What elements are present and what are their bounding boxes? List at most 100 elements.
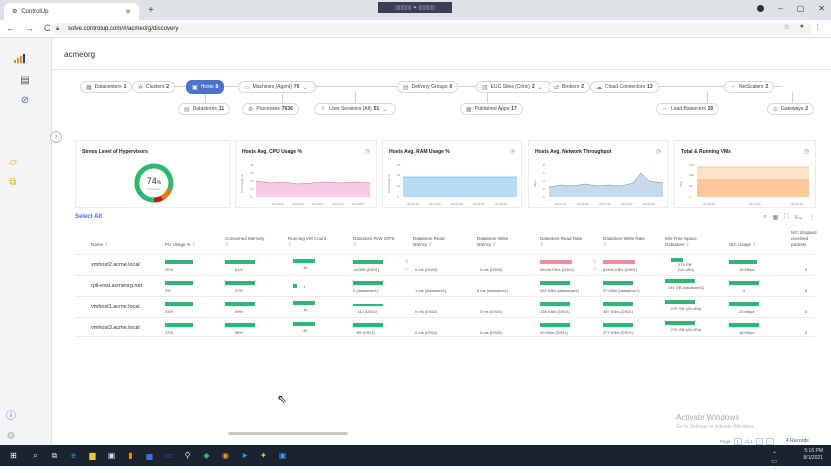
col-header-cpu[interactable]: PU Usage % ⊽ xyxy=(165,242,196,247)
grid-icon[interactable]: ▦ xyxy=(772,215,779,221)
chart-taskbar-icon[interactable]: ◆ xyxy=(203,451,210,460)
gateway-icon: ⊙ xyxy=(773,106,779,113)
forward-icon[interactable]: → xyxy=(25,23,34,33)
clock-icon[interactable]: ◷ xyxy=(509,149,515,155)
table-row[interactable]: rpil-esxi.acmeorg.net 3% 27% 1 5 (datast… xyxy=(75,275,815,295)
close-window-icon[interactable]: ✕ xyxy=(818,4,825,13)
table-row[interactable]: vmhost1.acme.local 24% 59% 16 142 (DS01)… xyxy=(75,296,815,316)
back-icon[interactable]: ← xyxy=(6,23,15,33)
screen-alert-icon[interactable]: ⧉ xyxy=(9,177,17,188)
dashboard-icon[interactable]: ▤ xyxy=(20,75,30,86)
more-icon[interactable]: ⋮ xyxy=(809,215,815,221)
filter-icon: ⊽ xyxy=(104,242,108,247)
url-input[interactable]: 🔒︎ solve.controlup.com/#/acmeorg/discove… xyxy=(52,23,812,35)
arrow-taskbar-icon[interactable]: ➤ xyxy=(241,451,248,460)
help-icon[interactable]: ⓘ xyxy=(6,411,16,422)
org-header: acmeorg xyxy=(52,38,831,70)
task-view-icon[interactable]: ⧉ xyxy=(51,451,58,460)
remote-session-bar[interactable]: ▯▯▯▯▯▯ ✦ ▯▯▯▯▯▯ xyxy=(378,2,452,13)
widget-stress-level[interactable]: Stress Level of Hypervisors 74% No stres… xyxy=(75,140,230,208)
clock-icon[interactable]: ◷ xyxy=(803,149,809,155)
svg-text:20:16:27: 20:16:27 xyxy=(312,202,324,206)
close-tab-icon[interactable]: ✕ xyxy=(125,8,131,16)
widget-cpu-usage[interactable]: Hosts Avg. CPU Usage % ◷ 40 30 20 10 0 2… xyxy=(235,140,377,208)
col-header-nic-usage[interactable]: NIC Usage ⊽ xyxy=(729,242,756,247)
star-taskbar-icon[interactable]: ✦ xyxy=(260,451,267,460)
topology-node-load-balancers[interactable]: ⇔ Load Balancers 20 xyxy=(656,103,720,115)
topology-node-delivery-groups[interactable]: ▤ Delivery Groups 6 xyxy=(397,81,459,93)
widget-network-throughput[interactable]: Hosts Avg. Network Throughput ◷ 8 6 4 2 … xyxy=(528,140,668,208)
datastore-icon: ▤ xyxy=(184,106,190,113)
url-actions: ☆ ● ⋮ xyxy=(783,23,821,31)
widget-total-running-vms[interactable]: Total & Running VMs ◷ 175 100 50 0 20:20… xyxy=(674,140,816,208)
tray-icons[interactable]: ⌃ ▭ ⊕ xyxy=(771,452,777,472)
topology-node-brokers[interactable]: ⇄ Brokers 2 xyxy=(548,81,591,93)
horizontal-scrollbar[interactable] xyxy=(228,432,348,435)
columns-menu-icon[interactable]: ≡⌄ xyxy=(794,215,803,221)
col-header-name[interactable]: Name ⊽ xyxy=(91,242,108,247)
svg-text:10: 10 xyxy=(250,187,254,191)
browser-tab[interactable]: ⚙ ControlUp ✕ xyxy=(4,3,139,20)
new-tab-icon[interactable]: + xyxy=(148,5,154,16)
menu-icon[interactable]: ⋮ xyxy=(814,24,821,31)
app-sidebar: ▤ ⊘ ▱ ⧉ ⓘ ⚙ xyxy=(0,38,52,445)
topology-node-machines[interactable]: ▭ Machines (Agent) 70 ⌄ xyxy=(238,81,317,93)
remote-desktop-icon[interactable]: ▣ xyxy=(278,451,287,460)
widget-ram-usage[interactable]: Hosts Avg. RAM Usage % ◷ 50 40 20 0 20:1… xyxy=(382,140,522,208)
topology-node-published-apps[interactable]: ▦ Published Apps 17 xyxy=(460,103,523,115)
topology-node-gateways[interactable]: ⊙ Gateways 2 xyxy=(767,103,815,115)
system-tray[interactable]: ⌃ ▭ ⊕ 5:16 PM 8/1/2021 xyxy=(771,448,823,472)
topology-node-processes[interactable]: ⚙ Processes 7636 xyxy=(242,103,299,115)
account-icon[interactable]: ● xyxy=(799,23,804,30)
select-all-link[interactable]: Select All xyxy=(75,214,102,220)
monitor-alert-icon[interactable]: ▱ xyxy=(9,157,17,168)
clock-icon[interactable]: ◷ xyxy=(364,149,370,155)
windows-start-icon[interactable]: ⊞ xyxy=(10,451,17,460)
table-row[interactable]: vmhost3.acme.local 22% 58% 40 85 (DS01) … xyxy=(75,317,815,337)
reload-icon[interactable]: C xyxy=(44,23,51,33)
topology-node-user-sessions[interactable]: ☺ User Sessions (All) 51 ⌄ xyxy=(314,103,397,115)
edge-icon[interactable]: e xyxy=(71,451,76,460)
next-page-icon[interactable]: › xyxy=(766,438,774,445)
col-header-nic-dropped[interactable]: NIC dropped received packets xyxy=(791,230,817,247)
clock-icon[interactable]: ◷ xyxy=(655,149,661,155)
col-header-min-free[interactable]: Min Free Space Datastore ⊽ xyxy=(665,236,697,247)
topology-node-datacenters[interactable]: ▦ Datacenters 1 xyxy=(80,81,133,93)
svg-text:20:16:23: 20:16:23 xyxy=(643,202,655,206)
page-number-input[interactable]: 1 xyxy=(733,438,743,445)
table-row[interactable]: vmhost2.acme.local 30% 61% 16 -40398 (DS… xyxy=(75,254,815,274)
topology-node-euc-sites[interactable]: ▥ EUC Sites (Citrix) 2 ⌄ xyxy=(476,81,552,93)
expand-icon[interactable]: ⛶ xyxy=(784,214,789,220)
col-header-write-rate[interactable]: Datastore Write Rate ⊽ xyxy=(603,236,645,247)
app-taskbar-icon[interactable]: ▅ xyxy=(146,451,153,460)
star-icon[interactable]: ☆ xyxy=(783,24,790,31)
maximize-icon[interactable]: ▢ xyxy=(796,4,805,13)
topology-node-hosts[interactable]: ▣ Hosts 8 xyxy=(186,80,225,94)
pin-taskbar-icon[interactable]: ⚲ xyxy=(184,451,191,460)
file-explorer-icon[interactable]: ▆ xyxy=(89,451,96,460)
topology-node-netscalers[interactable]: ⇔ NetScalers 2 xyxy=(724,81,775,93)
col-header-read-latency[interactable]: Datastore Read latency ⊽ xyxy=(413,236,445,247)
settings-icon[interactable]: ⚙ xyxy=(6,431,16,442)
search-taskbar-icon[interactable]: ⌕ xyxy=(33,451,38,460)
topology-node-datastores[interactable]: ▤ Datastores 11 xyxy=(178,103,231,115)
topology-node-cloud-connectors[interactable]: ☁ Cloud Connectors 13 xyxy=(590,81,659,93)
chrome-taskbar-icon[interactable]: ◉ xyxy=(222,451,229,460)
minimize-icon[interactable]: – xyxy=(778,4,783,13)
discovery-icon[interactable]: ⊘ xyxy=(20,95,30,106)
collapse-sidebar-icon[interactable]: › xyxy=(50,131,62,143)
topology-node-clusters[interactable]: ✲ Clusters 2 xyxy=(132,81,176,93)
col-header-read-rate[interactable]: Datastore Read Rate ⊽ xyxy=(540,236,583,247)
col-header-iops[interactable]: Datastore R/W IOPS ⊽ xyxy=(353,236,395,247)
col-header-vm-count[interactable]: Running VM Count ⊽ xyxy=(288,236,327,247)
filter-icon: ⊽ xyxy=(492,242,496,247)
svg-text:Mbps: Mbps xyxy=(533,179,537,187)
col-header-memory[interactable]: Consumed Memory ⊽ xyxy=(225,236,265,247)
store-icon[interactable]: ▣ xyxy=(107,451,116,460)
controlup-taskbar-icon[interactable]: ▮ xyxy=(128,451,133,460)
col-header-write-latency[interactable]: Datastore Write latency ⊽ xyxy=(477,236,509,247)
search-icon[interactable]: ⌕ xyxy=(763,214,767,220)
prev-page-icon[interactable]: ‹ xyxy=(755,438,764,445)
profile-icon[interactable] xyxy=(757,5,765,12)
monitor-taskbar-icon[interactable]: ▭ xyxy=(164,451,173,460)
